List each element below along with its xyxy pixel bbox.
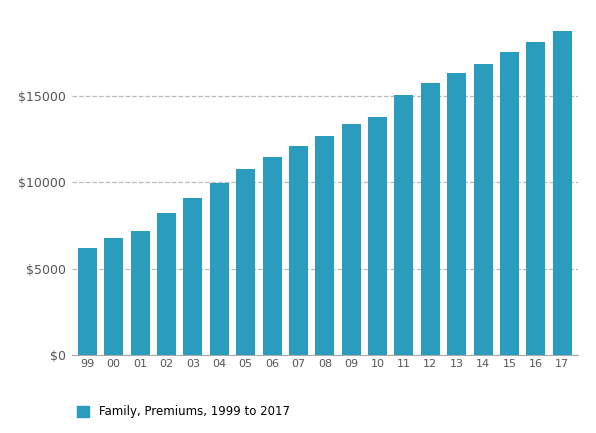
- Bar: [157, 213, 176, 355]
- Bar: [526, 42, 545, 355]
- Bar: [210, 183, 229, 355]
- Bar: [315, 136, 334, 355]
- Bar: [395, 95, 414, 355]
- Bar: [474, 64, 493, 355]
- Bar: [289, 146, 308, 355]
- Bar: [184, 198, 203, 355]
- Bar: [131, 231, 150, 355]
- Bar: [500, 52, 519, 355]
- Bar: [263, 157, 281, 355]
- Bar: [552, 31, 572, 355]
- Bar: [104, 238, 123, 355]
- Bar: [78, 248, 97, 355]
- Bar: [342, 124, 361, 355]
- Bar: [447, 73, 466, 355]
- Legend: Family, Premiums, 1999 to 2017: Family, Premiums, 1999 to 2017: [77, 405, 290, 418]
- Bar: [421, 83, 440, 355]
- Bar: [236, 169, 255, 355]
- Bar: [368, 117, 387, 355]
